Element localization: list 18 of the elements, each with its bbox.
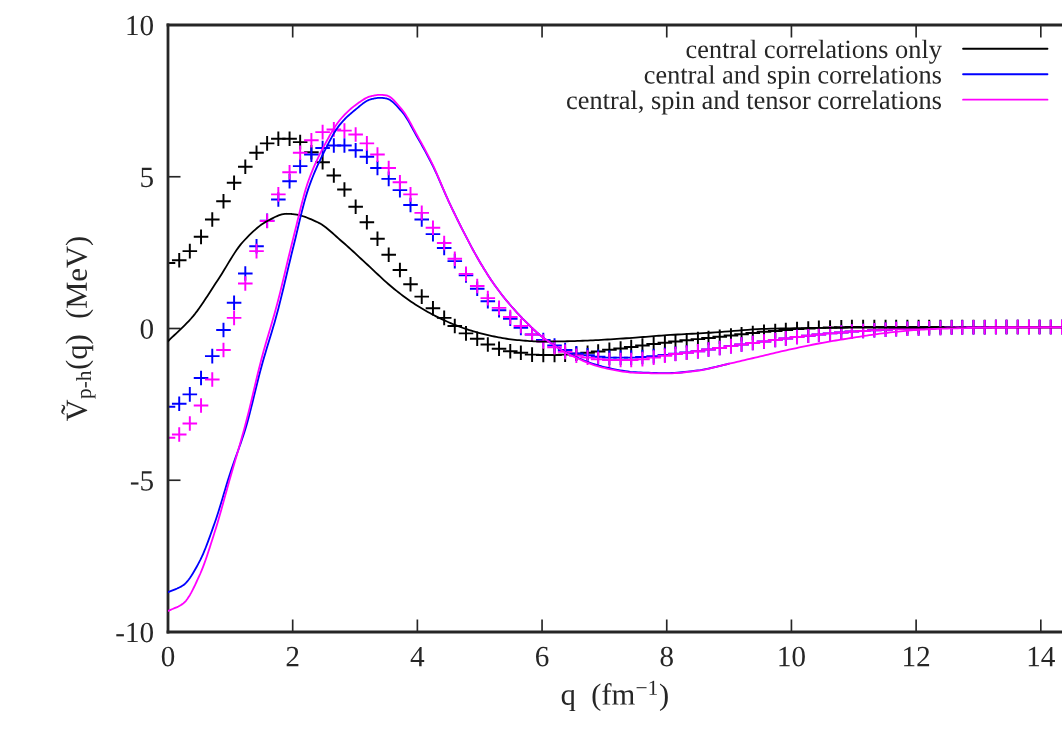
y-tick-label: -5 bbox=[130, 471, 153, 491]
legend-label: central and spin correlations bbox=[644, 65, 941, 90]
legend-label: central, spin and tensor correlations bbox=[567, 90, 941, 115]
x-tick-label: 10 bbox=[779, 646, 805, 667]
x-tick-label: 6 bbox=[536, 646, 549, 667]
x-tick-label: 8 bbox=[660, 646, 673, 667]
x-tick-label: 2 bbox=[286, 646, 299, 667]
x-tick-label: 4 bbox=[410, 646, 425, 667]
y-tick-label: 0 bbox=[140, 319, 153, 339]
y-axis-title: Ṽ$_{p-h}$(q) (MeV) bbox=[61, 237, 96, 422]
legend-label: central correlations only bbox=[686, 39, 942, 64]
x-tick-label: 12 bbox=[904, 646, 930, 667]
x-axis-title: q (fm$^{−1}$) bbox=[561, 680, 668, 712]
y-tick-label: -10 bbox=[116, 622, 153, 643]
x-tick-label: 0 bbox=[161, 646, 175, 667]
y-tick-label: 5 bbox=[141, 167, 153, 188]
y-tick-label: 10 bbox=[127, 15, 153, 36]
x-tick-label: 14 bbox=[1028, 646, 1055, 667]
